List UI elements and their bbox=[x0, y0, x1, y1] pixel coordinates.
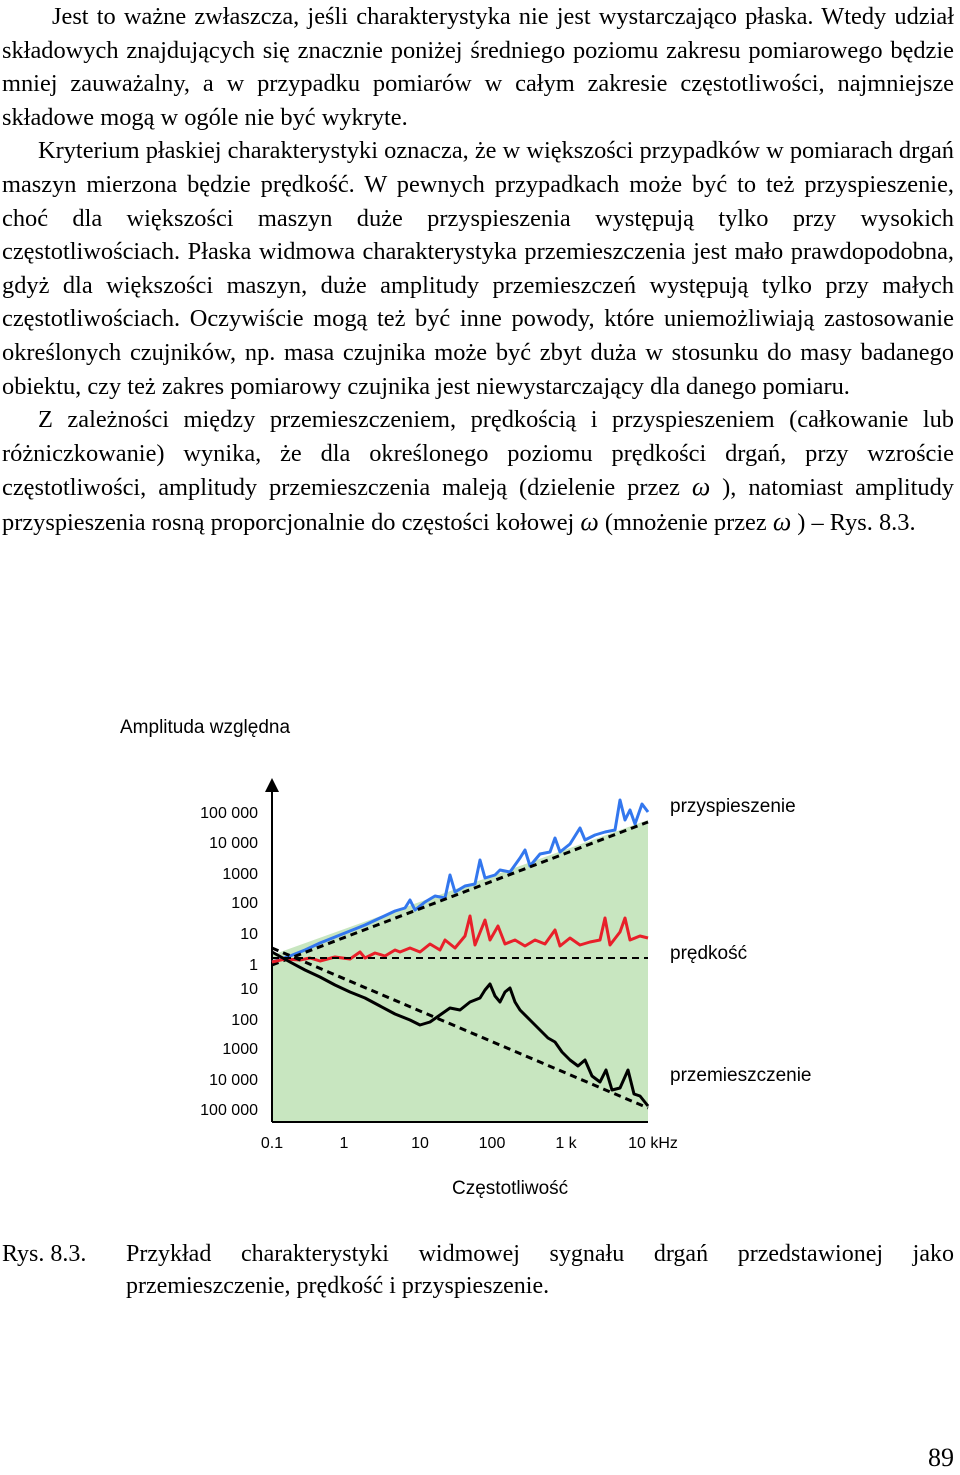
y-tick-label: 100 000 bbox=[200, 1102, 258, 1119]
y-axis-arrow bbox=[265, 778, 279, 792]
paragraph-3-part-d: ) – Rys. 8.3. bbox=[791, 508, 916, 536]
x-tick-label: 0.1 bbox=[261, 1135, 283, 1152]
spectrum-figure: Amplituda względna 100 000 10 000 1000 1… bbox=[100, 700, 820, 1200]
x-tick-label: 100 bbox=[479, 1135, 506, 1152]
page-number: 89 bbox=[928, 1443, 954, 1472]
displacement-trend-line bbox=[271, 946, 649, 1110]
omega-symbol: ω bbox=[580, 506, 599, 536]
x-tick-label: 10 bbox=[411, 1135, 429, 1152]
y-tick-label: 10 bbox=[240, 926, 258, 943]
y-tick-label: 100 bbox=[231, 1012, 258, 1029]
y-tick-labels: 100 000 10 000 1000 100 10 1 10 100 1000… bbox=[200, 805, 258, 1119]
omega-symbol: ω bbox=[772, 506, 792, 536]
x-tick-labels: 0.1 1 10 100 1 k 10 kHz bbox=[261, 1135, 678, 1152]
paragraph-3-part-c: (mnożenie przez bbox=[598, 508, 773, 536]
series-label-acceleration: przyspieszenie bbox=[670, 796, 796, 817]
caption-number: Rys. 8.3. bbox=[2, 1241, 87, 1267]
paragraph-3: Z zależności między przemieszczeniem, pr… bbox=[2, 403, 954, 539]
y-tick-label: 100 bbox=[231, 895, 258, 912]
body-text: Jest to ważne zwłaszcza, jeśli charakter… bbox=[2, 0, 954, 540]
x-tick-label: 1 k bbox=[555, 1135, 577, 1152]
x-tick-label: 1 bbox=[340, 1135, 349, 1152]
y-tick-label: 100 000 bbox=[200, 805, 258, 822]
x-tick-label: 10 kHz bbox=[628, 1135, 678, 1152]
x-axis-title: Częstotliwość bbox=[452, 1178, 569, 1199]
chart-fill-area bbox=[272, 820, 648, 1122]
series-label-velocity: prędkość bbox=[670, 943, 748, 964]
series-label-displacement: przemieszczenie bbox=[670, 1065, 812, 1086]
caption-text: Przykład charakterystyki widmowej sygnał… bbox=[126, 1241, 954, 1299]
spectrum-chart: 100 000 10 000 1000 100 10 1 10 100 1000… bbox=[200, 778, 678, 1152]
y-tick-label: 10 000 bbox=[209, 835, 258, 852]
displacement-curve bbox=[271, 950, 650, 1107]
paragraph-1: Jest to ważne zwłaszcza, jeśli charakter… bbox=[2, 3, 954, 131]
y-tick-label: 10 bbox=[240, 981, 258, 998]
y-axis-title: Amplituda względna bbox=[120, 717, 291, 738]
y-tick-label: 1000 bbox=[222, 866, 258, 883]
y-tick-label: 1 bbox=[249, 957, 258, 974]
paragraph-3-part-a: Z zależności między przemieszczeniem, pr… bbox=[2, 406, 954, 502]
paragraph-2: Kryterium płaskiej charakterystyki oznac… bbox=[2, 137, 954, 400]
y-tick-label: 10 000 bbox=[209, 1072, 258, 1089]
velocity-curve bbox=[271, 914, 649, 964]
acceleration-curve bbox=[271, 798, 650, 964]
y-tick-label: 1000 bbox=[222, 1041, 258, 1058]
paragraph-3-part-b: ), natomiast amplitudy przyspieszenia ro… bbox=[2, 474, 955, 536]
omega-symbol: ω bbox=[691, 472, 711, 502]
